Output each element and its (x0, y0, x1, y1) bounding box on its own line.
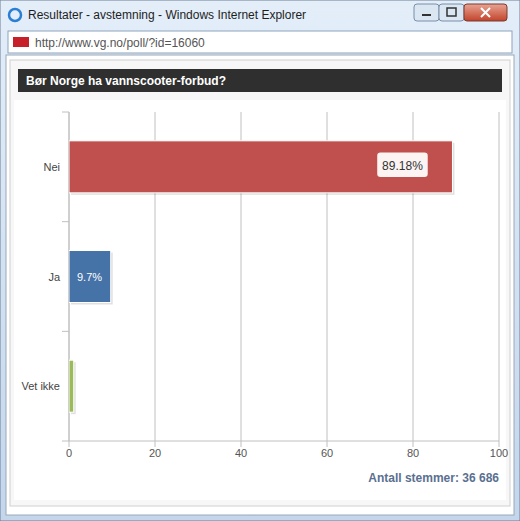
window-frame (0, 0, 520, 521)
category-label: Vet ikke (21, 380, 60, 392)
bar (69, 141, 452, 193)
ie-icon (9, 9, 21, 21)
favicon (13, 37, 29, 47)
close-glyph (481, 8, 490, 17)
screenshot: Resultater - avstemning - Windows Intern… (0, 0, 520, 521)
url: http://www.vg.no/poll/?id=16060 (35, 36, 205, 50)
bars (69, 141, 454, 414)
bar (69, 360, 74, 412)
poll-panel (10, 60, 510, 506)
minimize-glyph (422, 14, 431, 16)
maximize-button[interactable] (439, 4, 464, 21)
data-label: 89.18% (382, 159, 423, 173)
x-tick-label: 20 (149, 447, 161, 459)
tooltip-box (376, 152, 428, 178)
window-title: Resultater - avstemning - Windows Intern… (28, 8, 306, 22)
x-axis-line (69, 441, 499, 442)
bar (69, 251, 111, 303)
content-area (6, 55, 514, 515)
maximize-glyph (447, 8, 456, 16)
annotation: Antall stemmer: 36 686 (368, 471, 499, 485)
minimize-button[interactable] (414, 4, 439, 21)
x-tick-label: 0 (66, 447, 72, 459)
chart-background (14, 100, 506, 500)
grid-line (499, 112, 500, 447)
address-bar (8, 31, 512, 53)
data-label: 9.7% (77, 271, 102, 283)
x-tick-label: 40 (235, 447, 247, 459)
category-tick (62, 331, 69, 332)
x-tick-label: 60 (321, 447, 333, 459)
close-button[interactable] (464, 4, 507, 21)
x-tick-label: 100 (490, 447, 508, 459)
category-tick (62, 112, 69, 113)
chart-title: Bør Norge ha vannscooter-forbud? (26, 74, 226, 88)
category-tick (62, 221, 69, 222)
category-label: Nei (43, 161, 60, 173)
category-tick (62, 441, 69, 442)
x-tick-label: 80 (407, 447, 419, 459)
title-bar (18, 69, 502, 92)
labels: Nei 89.18% Ja 9.7% Vet ikke (21, 152, 428, 392)
category-label: Ja (48, 271, 61, 283)
